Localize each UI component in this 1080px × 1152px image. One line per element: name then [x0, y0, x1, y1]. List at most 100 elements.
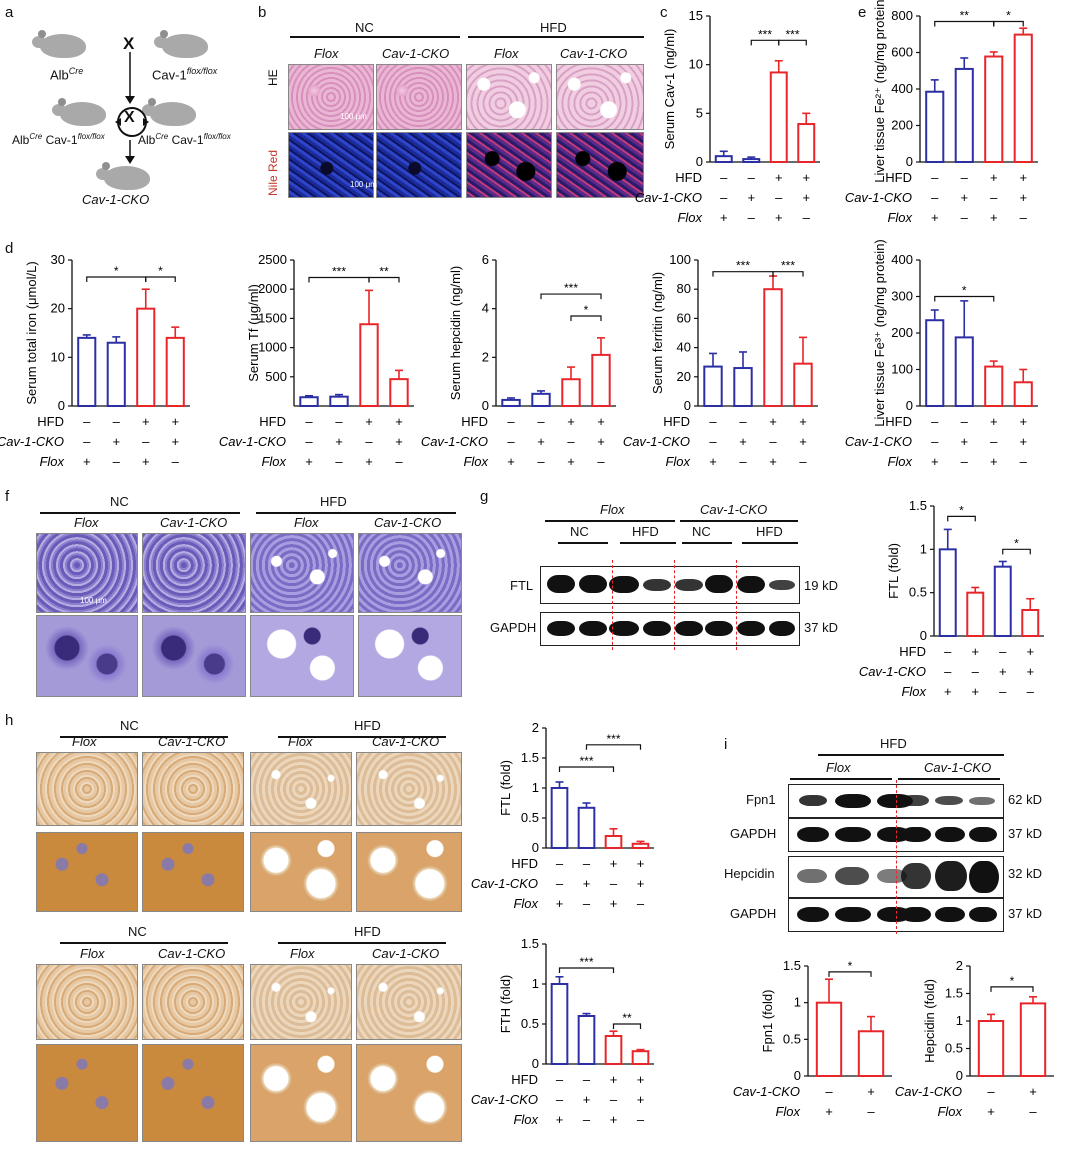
blot-label-hfd: HFD [632, 524, 659, 539]
factor-symbol: + [720, 210, 728, 225]
y-tick-label: 100 [891, 362, 913, 377]
y-axis-label: Hepcidin (fold) [922, 979, 937, 1063]
factor-row-label: Flox [887, 210, 912, 225]
factor-symbol: – [556, 856, 564, 871]
y-tick-label: 15 [689, 8, 703, 23]
factor-symbol: – [944, 664, 952, 679]
factor-symbol: + [990, 170, 998, 185]
factor-row-label: Cav-1-CKO [623, 434, 690, 449]
bar [631, 1050, 650, 1065]
y-tick-label: 0 [906, 154, 913, 169]
significance-bracket [368, 276, 400, 283]
bar [742, 158, 761, 164]
pas-image-hfd-cko [358, 533, 462, 613]
y-tick-label: 20 [51, 301, 65, 316]
factor-row-label: HFD [37, 414, 64, 429]
factor-row-label: Cav-1-CKO [635, 190, 702, 205]
ihc-ftl-nc-cko [142, 752, 244, 826]
factor-row-label: Cav-1-CKO [471, 876, 538, 891]
factor-symbol: – [113, 454, 121, 469]
factor-symbol: – [739, 454, 747, 469]
y-axis-label: Liver tissue Fe²⁺ (ng/mg protein) [872, 0, 887, 183]
factor-symbol: – [769, 434, 777, 449]
bar [954, 336, 974, 407]
lane-divider [896, 780, 897, 934]
kd-label: 62 kD [1008, 792, 1042, 807]
factor-row-label: Flox [775, 1104, 800, 1119]
y-tick-label: 0 [684, 398, 691, 413]
factor-symbol: + [507, 454, 515, 469]
factor-symbol: – [83, 434, 91, 449]
row-label-he: HE [266, 69, 280, 86]
group-line [468, 36, 644, 38]
y-tick-label: 0 [482, 398, 489, 413]
factor-symbol: – [172, 454, 180, 469]
y-axis-label: Serum hepcidin (ng/ml) [448, 266, 463, 400]
factor-symbol: + [931, 454, 939, 469]
significance-label: * [1006, 8, 1011, 22]
nile-image-hfd-flox [466, 132, 552, 198]
factor-symbol: + [365, 414, 373, 429]
factor-symbol: – [537, 454, 545, 469]
factor-symbol: – [944, 644, 952, 659]
factor-symbol: – [305, 414, 313, 429]
he-image-hfd-cko [556, 64, 644, 130]
y-tick-label: 0.5 [521, 810, 539, 825]
factor-symbol: – [556, 1092, 564, 1107]
chart-serum-ferritin: 0 20 40 60 80 100 Serum ferritin (ng/ml) *** ***… [623, 252, 818, 469]
y-tick-label: 30 [51, 252, 65, 267]
y-tick-label: 1.5 [909, 498, 927, 513]
cko-label: Cav-1-CKO [82, 192, 150, 207]
bar [954, 67, 974, 163]
factor-symbol: + [990, 454, 998, 469]
factor-symbol: + [971, 684, 979, 699]
factor-symbol: + [610, 1072, 618, 1087]
significance-label: * [158, 264, 163, 278]
factor-symbol: + [769, 414, 777, 429]
cross-symbol: X [124, 109, 135, 126]
blot-label-hfd: HFD [756, 524, 783, 539]
factor-symbol: + [867, 1084, 875, 1099]
pas-zoom-nc-cko [142, 615, 246, 697]
factor-symbol: – [961, 170, 969, 185]
factor-symbol: + [637, 1092, 645, 1107]
chart-liver-fe2: 0 200 400 600 800 Liver tissue Fe²⁺ (ng/mg pr… [845, 0, 1038, 225]
group-label-hfd: HFD [320, 494, 347, 509]
lane-divider [612, 560, 613, 650]
significance-bracket [934, 295, 995, 302]
factor-symbol: – [583, 1072, 591, 1087]
factor-symbol: – [867, 1104, 875, 1119]
factor-symbol: – [720, 190, 728, 205]
significance-label: *** [579, 754, 593, 768]
factor-symbol: + [597, 414, 605, 429]
he-image-nc-cko [376, 64, 462, 130]
significance-bracket [558, 766, 615, 772]
blot-row-fpn1: Fpn1 [746, 792, 776, 807]
ihc-fth-hfd-flox [250, 964, 352, 1040]
factor-row-label: Cav-1-CKO [895, 1084, 962, 1099]
significance-label: * [962, 284, 967, 298]
significance-bracket [990, 986, 1034, 992]
factor-symbol: + [335, 434, 343, 449]
factor-symbol: + [999, 664, 1007, 679]
bar [165, 336, 185, 407]
chart-ftl-ihc: 0 0.5 1 1.5 2 FTL (fold) *** *** HFD – – + + Cav-1-CK… [471, 720, 654, 911]
col-label-cko: Cav-1-CKO [158, 734, 226, 749]
y-tick-label: 60 [677, 310, 691, 325]
factor-symbol: – [637, 896, 645, 911]
y-tick-label: 2 [482, 349, 489, 364]
bar [733, 367, 753, 407]
factor-symbol: – [999, 684, 1007, 699]
significance-bracket [585, 744, 642, 750]
y-axis-label: Serum Tf (μg/ml) [246, 284, 261, 382]
bar [501, 398, 521, 408]
col-label-flox: Flox [314, 46, 339, 61]
panel-label-i: i [724, 736, 728, 753]
pas-image-hfd-flox [250, 533, 354, 613]
significance-label: ** [622, 1011, 632, 1025]
factor-symbol: + [799, 414, 807, 429]
y-tick-label: 1 [532, 780, 539, 795]
chart-fpn1-fold: 0 0.5 1 1.5 Fpn1 (fold) * Cav-1-CKO – + Flox + – [733, 958, 892, 1119]
factor-symbol: – [720, 170, 728, 185]
y-tick-label: 600 [891, 45, 913, 60]
